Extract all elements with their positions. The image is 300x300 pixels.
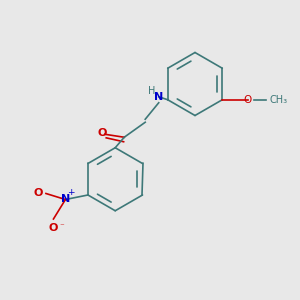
Text: H: H xyxy=(148,86,155,96)
Text: N: N xyxy=(61,194,70,205)
Text: O: O xyxy=(34,188,43,199)
Text: ⁻: ⁻ xyxy=(59,223,64,232)
Text: O: O xyxy=(244,95,252,105)
Text: CH₃: CH₃ xyxy=(269,95,287,105)
Text: O: O xyxy=(97,128,106,138)
Text: O: O xyxy=(49,223,58,232)
Text: N: N xyxy=(154,92,163,102)
Text: +: + xyxy=(67,188,75,197)
